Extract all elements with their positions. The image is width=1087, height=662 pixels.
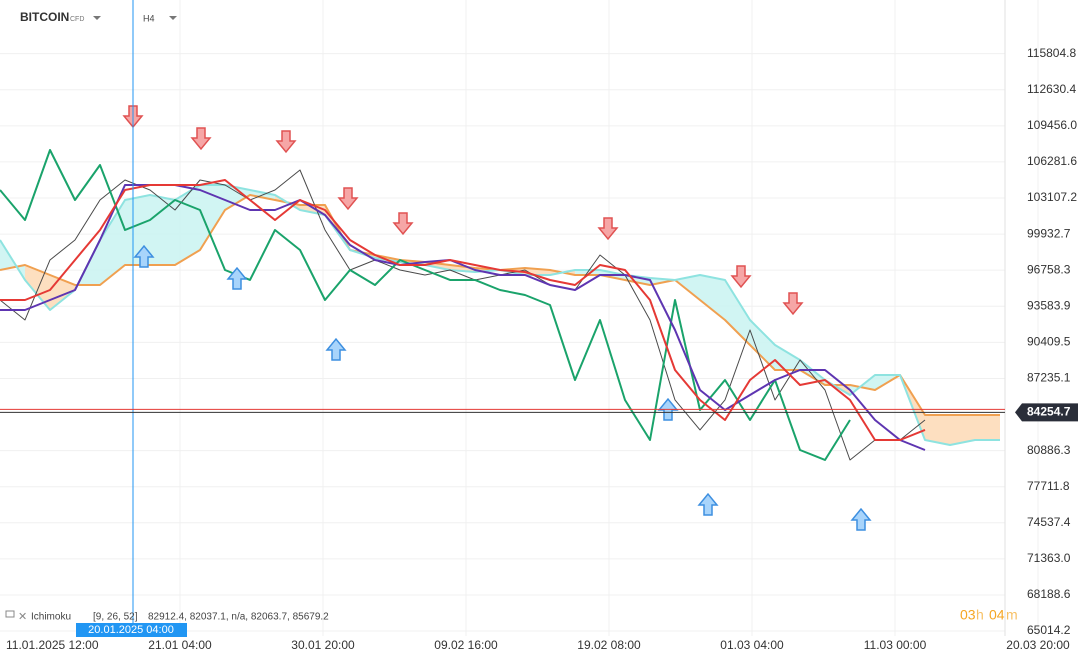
cloud-segment [725, 279, 750, 345]
sell-signal [190, 127, 212, 151]
cloud-segment [775, 344, 800, 370]
series-line [0, 148, 851, 461]
y-tick-label: 106281.6 [1027, 154, 1077, 168]
sell-signal [392, 212, 414, 236]
y-tick-label: 103107.2 [1027, 190, 1077, 204]
sell-signal [597, 217, 619, 241]
signals [122, 105, 872, 531]
countdown-h: h [976, 607, 984, 623]
cloud-segment [200, 184, 225, 250]
series-line [0, 179, 926, 441]
buy-signal [325, 337, 347, 361]
countdown-hours: 03 [960, 607, 976, 623]
market: CFD [70, 16, 84, 23]
y-tick-label: 74537.4 [1027, 515, 1071, 529]
buy-signal [226, 266, 248, 290]
timeframe[interactable]: H4 [143, 13, 155, 23]
y-tick-label: 99932.7 [1027, 226, 1071, 240]
buy-signal [850, 507, 872, 531]
y-tick-label: 65014.2 [1027, 623, 1071, 637]
y-tick-label: 112630.4 [1027, 82, 1076, 96]
cloud-segment [550, 269, 575, 275]
sell-signal [782, 292, 804, 316]
countdown-minutes: 04 [989, 607, 1005, 623]
cloud-segment [925, 414, 950, 445]
y-tick-label: 109456.0 [1027, 118, 1077, 132]
indicator-name: Ichimoku [31, 612, 71, 623]
x-tick-label: 21.01 04:00 [148, 638, 212, 652]
y-tick-label: 71363.0 [1027, 551, 1071, 565]
x-tick-label: 30.01 20:00 [291, 638, 355, 652]
y-tick-label: 115804.8 [1027, 46, 1076, 60]
countdown-m: m [1006, 607, 1018, 623]
indicator-readout: 82912.4, 82037.1, n/a, 82063.7, 85679.2 [148, 612, 329, 623]
timeframe-dropdown[interactable] [169, 16, 177, 20]
y-tick-label: 87235.1 [1027, 371, 1071, 385]
cloud-segment [750, 319, 775, 370]
y-tick-label: 93583.9 [1027, 298, 1071, 312]
y-tick-label: 90409.5 [1027, 335, 1071, 349]
cloud-segment [950, 414, 975, 445]
y-tick-label: 96758.3 [1027, 262, 1071, 276]
x-tick-label: 11.03 00:00 [864, 638, 927, 652]
y-tick-label: 80886.3 [1027, 443, 1071, 457]
indicator-params: [9, 26, 52] [93, 612, 138, 623]
price-tag-label: 84254.7 [1027, 404, 1071, 418]
indicator-icon[interactable] [5, 610, 15, 618]
price-tag [1015, 403, 1078, 422]
buy-signal [697, 492, 719, 516]
buy-signal [133, 244, 155, 268]
x-tick-label: 09.02 16:00 [434, 638, 498, 652]
cloud-segment [700, 274, 725, 320]
cloud-segment [100, 199, 125, 285]
x-tick-label: 11.01.2025 12:00 [6, 638, 99, 652]
x-tick-label: 19.02 08:00 [577, 638, 641, 652]
cloud-segment [225, 184, 250, 210]
crosshair-label: 20.01.2025 04:00 [88, 624, 174, 636]
crosshair-tag [76, 623, 187, 637]
cloud-segment [175, 184, 200, 265]
y-tick-label: 68188.6 [1027, 587, 1071, 601]
lines [0, 148, 1000, 461]
sell-signal [337, 187, 359, 211]
price-line: 84254.7 [0, 403, 1078, 422]
cloud-segment [150, 194, 175, 265]
x-tick-label: 20.03 20:00 [1006, 638, 1070, 652]
cloud-segment [975, 414, 1000, 440]
symbol[interactable]: BITCOIN [20, 10, 69, 24]
x-tick-label: 01.03 04:00 [720, 638, 784, 652]
indicator-close[interactable]: ✕ [18, 611, 27, 623]
symbol-dropdown[interactable] [93, 16, 101, 20]
sell-signal [275, 130, 297, 154]
y-tick-label: 77711.8 [1027, 479, 1070, 493]
sell-signal [730, 265, 752, 289]
